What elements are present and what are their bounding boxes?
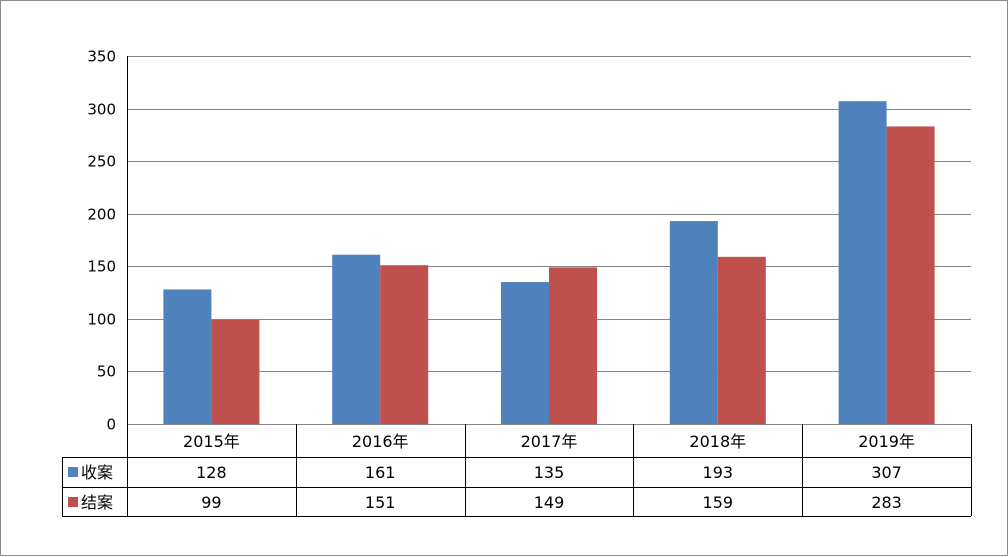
table-value-cell: 99	[201, 493, 221, 512]
legend-label-series-2: 结案	[81, 493, 113, 512]
bars	[163, 101, 935, 425]
bar-series-2	[211, 319, 260, 424]
table-value-cell: 193	[703, 463, 734, 482]
y-tick-label: 200	[87, 206, 116, 224]
bar-series-1	[332, 254, 381, 424]
y-tick-label: 150	[87, 258, 116, 276]
bar-series-2	[549, 267, 597, 424]
table-value-cell: 307	[871, 463, 902, 482]
x-category-label: 2017年	[521, 432, 578, 451]
legend-key-series-1	[68, 467, 78, 477]
table-value-cell: 159	[703, 493, 734, 512]
table-value-cell: 151	[365, 493, 396, 512]
x-category-label: 2015年	[183, 432, 240, 451]
table-value-cell: 135	[534, 463, 565, 482]
table-value-cell: 149	[534, 493, 565, 512]
bar-series-2	[380, 265, 429, 424]
y-tick-label: 250	[87, 153, 116, 171]
bar-series-1	[669, 221, 718, 424]
legend-key-series-2	[68, 497, 78, 507]
legend-label-series-1: 收案	[81, 463, 113, 482]
bar-series-2	[717, 256, 766, 424]
bar-series-1	[501, 282, 549, 424]
y-tick-label: 100	[87, 311, 116, 329]
x-category-label: 2016年	[352, 432, 409, 451]
table-value-cell: 283	[871, 493, 902, 512]
y-tick-label: 0	[106, 416, 116, 434]
y-axis-tick-labels: 0 50 100 150 200 250 300 350	[87, 48, 116, 434]
x-category-label: 2018年	[689, 432, 746, 451]
x-category-label: 2019年	[858, 432, 915, 451]
y-tick-label: 350	[87, 48, 116, 66]
bar-series-2	[886, 126, 935, 425]
bar-series-1	[838, 101, 887, 424]
bar-series-1	[163, 289, 212, 424]
table-value-cell: 128	[196, 463, 227, 482]
y-tick-label: 300	[87, 101, 116, 119]
table-value-cell: 161	[365, 463, 396, 482]
y-tick-label: 50	[97, 363, 116, 381]
